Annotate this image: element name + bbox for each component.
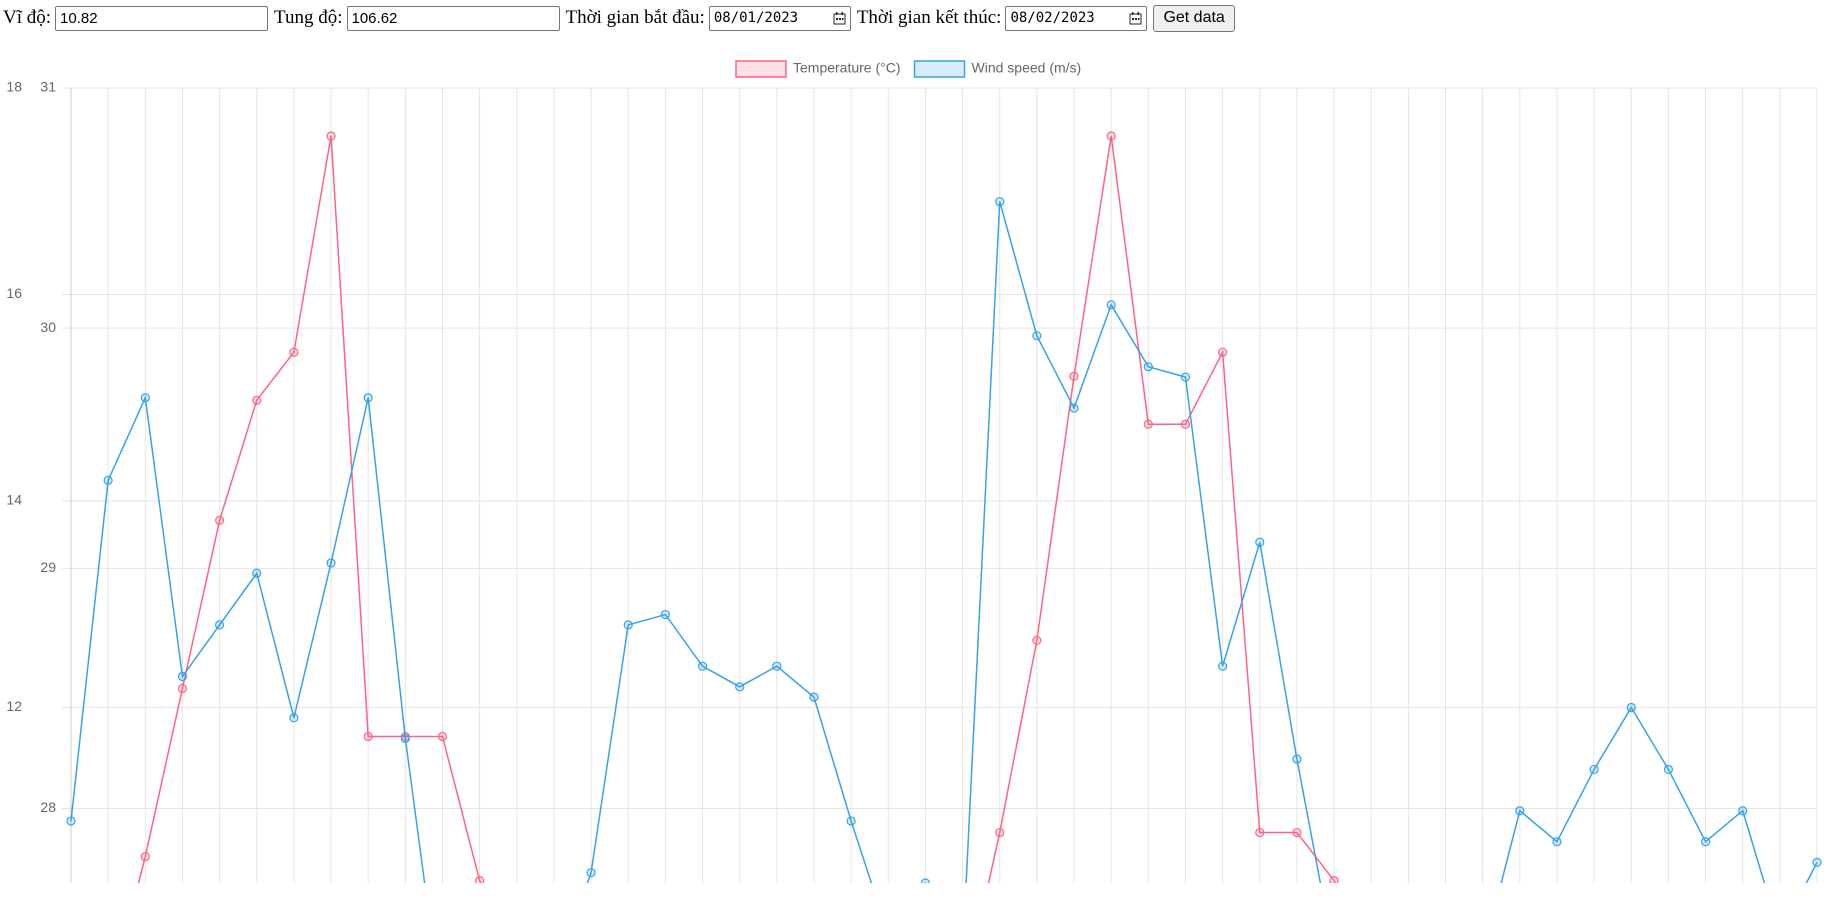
legend-label: Wind speed (m/s) xyxy=(972,60,1082,76)
data-point xyxy=(252,395,262,405)
data-point xyxy=(1143,419,1153,429)
data-point xyxy=(1255,827,1265,838)
data-point xyxy=(772,661,782,671)
data-point xyxy=(1552,837,1562,847)
data-point xyxy=(1143,362,1153,372)
data-point xyxy=(214,620,225,630)
data-point xyxy=(1700,837,1711,847)
data-point xyxy=(623,620,633,630)
data-point xyxy=(1738,806,1748,816)
data-point xyxy=(1292,827,1302,838)
data-point xyxy=(363,731,373,742)
page: Vĩ độ: 10.82 Tung độ: 106.62 Thời gian b… xyxy=(3,4,1822,883)
y-tick-label: 16 xyxy=(6,285,22,301)
data-point xyxy=(1106,300,1116,310)
calendar-icon[interactable] xyxy=(1129,11,1142,25)
latitude-input[interactable]: 10.82 xyxy=(55,5,269,31)
query-form: Vĩ độ: 10.82 Tung độ: 106.62 Thời gian b… xyxy=(3,4,1235,32)
data-point xyxy=(920,878,931,883)
data-point xyxy=(1032,635,1042,646)
data-point xyxy=(697,661,708,671)
data-point xyxy=(1589,764,1599,775)
data-point xyxy=(177,671,188,682)
data-point xyxy=(437,731,448,742)
data-point xyxy=(846,816,856,826)
grid xyxy=(62,87,1818,883)
data-point xyxy=(1032,331,1042,341)
start-label: Thời gian bắt đầu: xyxy=(565,7,705,28)
data-point xyxy=(1180,419,1191,429)
data-point xyxy=(475,875,485,883)
y-tick-label: 12 xyxy=(6,698,22,714)
data-point xyxy=(140,393,150,403)
legend-swatch xyxy=(735,60,787,78)
data-point xyxy=(1218,661,1228,671)
data-point xyxy=(1069,403,1079,413)
data-point xyxy=(1255,537,1265,547)
get-data-button[interactable]: Get data xyxy=(1153,4,1235,32)
data-point xyxy=(1069,371,1079,381)
data-point xyxy=(400,733,410,744)
latitude-label: Vĩ độ: xyxy=(3,7,52,28)
longitude-input[interactable]: 106.62 xyxy=(346,5,560,31)
end-value: 08/02/2023 xyxy=(1010,10,1095,26)
data-point xyxy=(214,515,225,525)
legend-label: Temperature (°C) xyxy=(793,60,901,76)
end-label: Thời gian kết thúc: xyxy=(856,7,1002,28)
data-point xyxy=(103,475,113,485)
y-tick-label: 30 xyxy=(40,319,56,335)
data-point xyxy=(289,713,299,723)
data-point xyxy=(140,851,150,862)
data-point xyxy=(995,827,1005,838)
data-point xyxy=(289,347,299,357)
data-point xyxy=(1626,702,1636,713)
y-tick-label: 31 xyxy=(40,79,56,95)
data-point xyxy=(66,816,76,826)
series-line xyxy=(70,201,1818,883)
data-point xyxy=(1106,131,1116,141)
plot-area xyxy=(66,131,1822,883)
data-point xyxy=(177,683,188,694)
data-point xyxy=(363,393,373,403)
chart: 12 14 16 18 28 29 30 31 Temperature (°C) Wind spe… xyxy=(6,60,1822,883)
data-point xyxy=(326,131,336,141)
data-point xyxy=(1180,372,1191,382)
legend-swatch xyxy=(913,60,966,78)
series-line xyxy=(137,135,1337,883)
y-tick-label: 14 xyxy=(6,492,22,508)
longitude-label: Tung độ: xyxy=(274,7,343,28)
calendar-icon[interactable] xyxy=(833,11,846,25)
data-point xyxy=(252,568,262,578)
data-point xyxy=(1812,857,1822,867)
data-point xyxy=(995,196,1005,207)
end-input[interactable]: 08/02/2023 xyxy=(1005,5,1148,31)
data-point xyxy=(1663,764,1674,775)
start-value: 08/01/2023 xyxy=(713,10,799,26)
data-point xyxy=(735,682,745,692)
data-point xyxy=(1329,875,1339,883)
data-point xyxy=(1292,754,1302,764)
data-point xyxy=(660,609,670,620)
start-input[interactable]: 08/01/2023 xyxy=(708,5,851,31)
data-point xyxy=(326,558,336,568)
y-tick-label: 29 xyxy=(40,559,56,575)
y-tick-label: 28 xyxy=(40,799,56,815)
y-tick-label: 18 xyxy=(6,79,22,95)
data-point xyxy=(1515,806,1525,816)
data-point xyxy=(586,868,596,878)
data-point xyxy=(809,692,819,702)
data-point xyxy=(1218,347,1228,357)
